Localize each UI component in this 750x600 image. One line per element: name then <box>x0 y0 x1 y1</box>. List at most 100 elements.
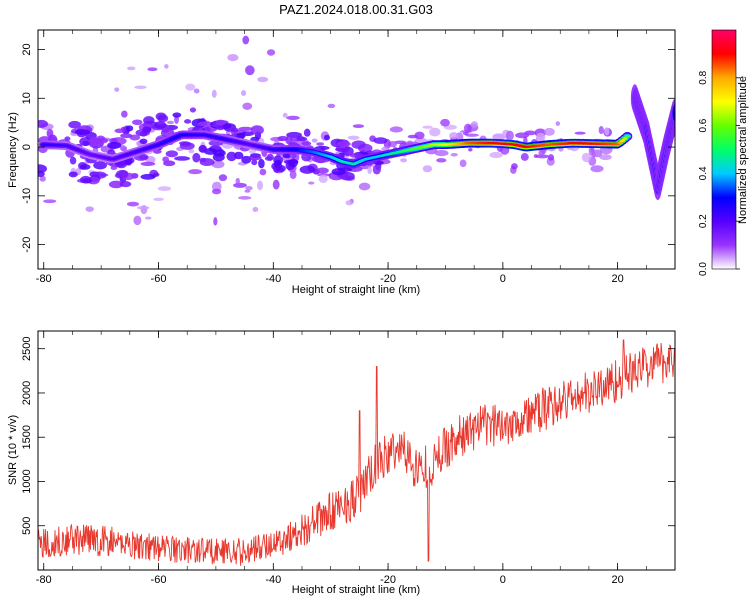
spectral-blob <box>126 201 139 207</box>
x-tick-label: -40 <box>265 273 281 285</box>
spectral-blob <box>199 158 215 167</box>
colorbar-tick-label: 0.8 <box>698 70 709 84</box>
spectrogram-marks <box>38 35 675 226</box>
snr-y-axis-label: SNR (10 * v/v) <box>7 415 19 485</box>
spectral-blob <box>574 131 586 135</box>
spectral-blob <box>520 153 529 161</box>
spectral-blob <box>266 49 276 56</box>
spectral-blob <box>132 119 143 126</box>
y-tick-label: 1000 <box>21 469 33 493</box>
spectral-blob <box>74 129 91 135</box>
spectral-blob <box>39 175 46 182</box>
spectral-blob <box>240 90 247 96</box>
spectral-blob <box>188 169 203 175</box>
spectral-blob <box>373 160 384 165</box>
spectral-blob <box>277 135 289 142</box>
y-tick-label: 1500 <box>21 425 33 449</box>
spectrogram-x-ticks: -80 -60 -40 -20 0 20 <box>36 30 676 285</box>
spectral-blob <box>79 164 91 170</box>
figure-title: PAZ1.2024.018.00.31.G03 <box>279 2 433 17</box>
spectral-blob <box>119 181 132 188</box>
spectral-blob <box>282 112 288 118</box>
spectral-blob <box>188 149 195 154</box>
spectral-blob <box>434 149 449 157</box>
spectrogram-chart: -80 -60 -40 -20 0 20 20 10 0 -10 -20 Height of st… <box>7 29 676 296</box>
snr-marks <box>38 339 675 566</box>
x-tick-label: -20 <box>380 574 396 586</box>
colorbar-tick-label: 0.4 <box>698 166 709 180</box>
spectral-blob <box>216 125 225 131</box>
spectral-blob <box>193 88 200 94</box>
spectral-blob <box>257 180 264 191</box>
snr-x-ticks: -80 -60 -40 -20 0 20 <box>36 331 676 586</box>
colorbar-ticks: 0.0 0.2 0.4 0.6 0.8 <box>698 70 740 276</box>
spectral-blob <box>197 121 214 127</box>
spectral-blob <box>336 141 351 147</box>
spectral-blob <box>436 158 447 163</box>
spectral-blob <box>299 165 316 174</box>
spectral-blob <box>211 160 225 169</box>
colorbar-tick-label: 0.0 <box>698 262 709 276</box>
spectral-blob <box>142 126 150 134</box>
spectral-blob <box>303 128 311 137</box>
spectral-blob <box>311 138 318 143</box>
spectral-blob <box>218 174 228 182</box>
ridge-trace <box>445 137 624 146</box>
spectral-blob <box>162 156 170 163</box>
spectral-blob <box>68 171 78 178</box>
spectral-blob <box>226 151 237 162</box>
spectral-blob <box>89 136 99 146</box>
spectral-blob <box>373 137 388 144</box>
spectral-blob <box>470 121 478 128</box>
spectral-blob <box>352 124 365 129</box>
spectral-blob <box>242 35 250 45</box>
spectral-blob <box>126 125 134 132</box>
spectral-blob <box>244 189 251 193</box>
spectrogram-x-axis-label: Height of straight line (km) <box>292 284 420 296</box>
snr-plot-area <box>38 331 675 570</box>
spectral-blob <box>211 89 217 98</box>
spectral-blob <box>289 170 297 180</box>
snr-frame <box>37 330 676 571</box>
x-tick-label: -80 <box>36 273 52 285</box>
spectral-blob <box>538 150 544 157</box>
spectral-blob <box>140 173 156 180</box>
spectral-blob <box>133 215 142 226</box>
spectral-blob <box>400 158 408 163</box>
spectrogram-frame <box>37 29 676 270</box>
spectral-blob <box>282 153 291 159</box>
spectrogram-y-ticks: 20 10 0 -10 -20 <box>21 43 675 253</box>
spectral-blob <box>183 119 192 124</box>
spectral-blob <box>108 180 124 189</box>
spectral-blob <box>154 121 167 129</box>
spectral-blob <box>203 147 218 155</box>
spectral-blob <box>242 102 253 110</box>
spectral-blob <box>153 197 164 201</box>
spectral-blob <box>259 168 267 176</box>
x-tick-label: -80 <box>36 574 52 586</box>
spectrogram-y-axis-label: Frequency (Hz) <box>7 112 19 188</box>
colorbar-tick-label: 0.2 <box>698 214 709 228</box>
spectral-blob <box>422 125 433 129</box>
spectral-blob <box>318 174 328 184</box>
spectral-blob <box>358 182 371 191</box>
spectral-blob <box>227 53 239 62</box>
spectral-blob <box>166 120 174 125</box>
spectral-blob <box>68 120 81 129</box>
spectral-blob <box>286 115 300 120</box>
y-tick-label: 2000 <box>21 381 33 405</box>
spectral-blob <box>213 217 218 226</box>
spectral-blob <box>212 153 225 162</box>
spectral-blob <box>140 161 156 166</box>
spectral-blob <box>463 123 472 133</box>
spectral-blob <box>288 158 299 168</box>
snr-series-line <box>38 339 675 566</box>
spectral-blob <box>251 159 258 166</box>
spectral-blob <box>511 163 518 170</box>
spectral-blob <box>327 103 336 109</box>
spectral-blob <box>258 158 265 169</box>
y-tick-label: 10 <box>21 92 33 104</box>
y-tick-label: 500 <box>21 517 33 535</box>
spectral-blob <box>121 110 128 118</box>
x-tick-label: 0 <box>500 273 506 285</box>
